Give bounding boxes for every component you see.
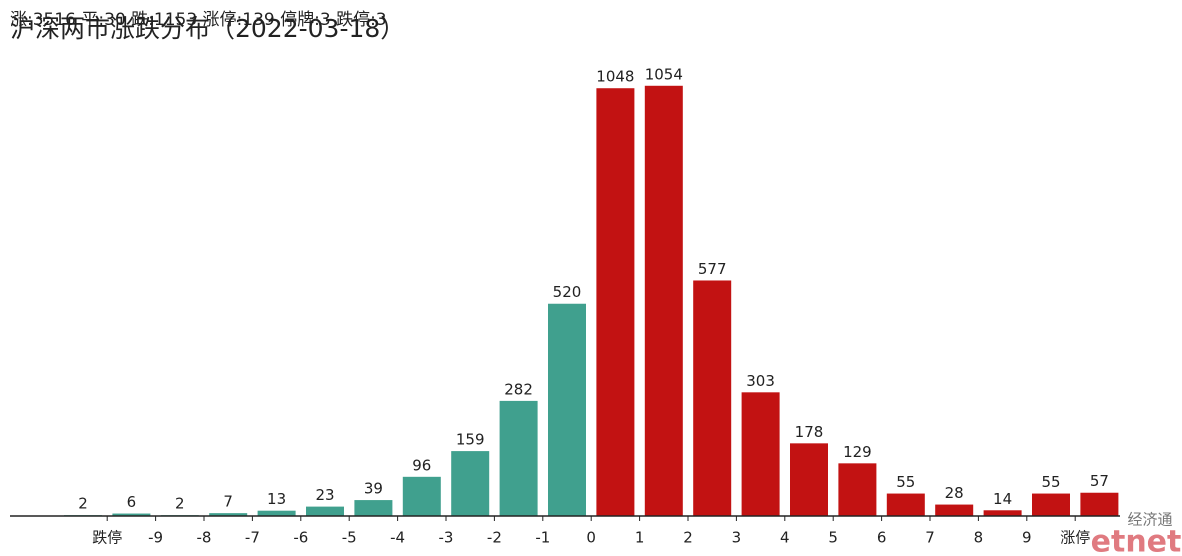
x-tick-label: 1 [635,529,645,547]
value-label: 28 [945,484,964,502]
x-tick-label: -9 [148,529,163,547]
x-tick-label: -8 [197,529,212,547]
x-tick-label: 9 [1022,529,1032,547]
value-label: 1054 [645,65,683,83]
bar [935,504,974,516]
x-tick-label: -1 [535,529,550,547]
value-label: 1048 [596,68,634,86]
value-label: 13 [267,490,286,508]
bar [499,400,538,516]
bar [1080,492,1119,516]
value-label: 96 [412,456,431,474]
bar [596,88,635,516]
x-tick-label: -2 [487,529,502,547]
value-label: 6 [127,493,137,511]
x-tick-label: -7 [245,529,260,547]
bar [354,500,393,516]
value-label: 159 [456,431,485,449]
bar [741,392,780,516]
chart-title: 沪深两市涨跌分布（2022-03-18） [10,14,405,43]
value-label: 2 [175,495,185,513]
value-label: 57 [1090,472,1109,490]
value-label: 303 [746,372,775,390]
value-label: 55 [1041,473,1060,491]
value-label: 577 [698,260,727,278]
value-label: 178 [795,423,824,441]
x-tick-label: 3 [732,529,742,547]
bar [693,280,732,516]
x-tick-label: 6 [877,529,887,547]
bar [548,303,586,516]
x-tick-label: 跌停 [92,529,122,547]
x-tick-label: 7 [925,529,935,547]
bar [790,443,828,516]
bar [886,493,925,516]
x-tick-label: 4 [780,529,790,547]
x-tick-label: -3 [439,529,454,547]
bar [644,85,683,516]
bar [402,476,441,516]
value-label: 129 [843,443,872,461]
bar [451,451,490,516]
value-label: 23 [315,486,334,504]
bar [112,513,151,516]
chart-subtitle: 涨:3516 平:30 跌:1153 涨停:139 停牌:3 跌停:3 [10,10,387,30]
bar [983,510,1022,516]
value-label: 520 [553,283,582,301]
x-tick-label: 涨停 [1060,529,1090,547]
x-tick-label: 0 [586,529,596,547]
bar [306,506,344,516]
value-label: 39 [364,480,383,498]
x-tick-label: -5 [342,529,357,547]
x-tick-label: 2 [683,529,693,547]
watermark-bottom: etnet [1091,525,1182,556]
bar [838,463,877,516]
bar [209,513,248,516]
x-tick-label: 5 [828,529,838,547]
bar [257,510,296,516]
x-tick-label: -6 [293,529,308,547]
watermark-top: 经济通 [1127,511,1172,529]
bar [1032,493,1070,516]
value-label: 55 [896,473,915,491]
value-label: 2 [78,495,88,513]
x-tick-label: -4 [390,529,405,547]
value-label: 7 [223,493,233,511]
value-label: 14 [993,490,1012,508]
value-label: 282 [504,380,533,398]
x-tick-label: 8 [974,529,984,547]
